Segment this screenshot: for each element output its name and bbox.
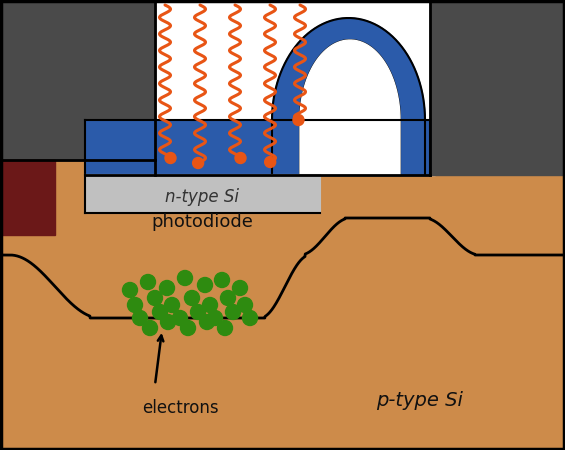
Circle shape: [185, 291, 199, 306]
Polygon shape: [272, 18, 425, 120]
Circle shape: [180, 320, 195, 336]
Circle shape: [218, 320, 233, 336]
Circle shape: [164, 297, 180, 312]
Circle shape: [141, 274, 155, 289]
Circle shape: [153, 305, 167, 320]
Circle shape: [190, 305, 206, 320]
Circle shape: [264, 157, 276, 167]
Bar: [85, 175, 320, 213]
Circle shape: [142, 320, 158, 336]
Circle shape: [225, 305, 241, 320]
Circle shape: [237, 297, 253, 312]
Circle shape: [147, 291, 163, 306]
Circle shape: [160, 315, 176, 329]
Circle shape: [202, 297, 218, 312]
Circle shape: [159, 280, 175, 296]
Text: p-type Si: p-type Si: [376, 391, 463, 410]
Circle shape: [128, 297, 142, 312]
Circle shape: [220, 291, 236, 306]
Circle shape: [193, 158, 203, 168]
Text: n-type Si: n-type Si: [165, 188, 239, 206]
Circle shape: [235, 153, 246, 163]
Text: photodiode: photodiode: [151, 213, 253, 231]
Text: electrons: electrons: [142, 399, 218, 417]
Circle shape: [172, 310, 188, 325]
Bar: [85, 120, 430, 175]
Polygon shape: [300, 40, 400, 175]
Circle shape: [123, 283, 137, 297]
Bar: [0, 0, 155, 160]
Bar: [430, 0, 565, 175]
Circle shape: [293, 114, 304, 126]
Circle shape: [177, 270, 193, 285]
Circle shape: [165, 153, 176, 163]
Circle shape: [242, 310, 258, 325]
Bar: [0, 160, 55, 235]
Circle shape: [207, 310, 223, 325]
Circle shape: [215, 273, 229, 288]
Circle shape: [133, 310, 147, 325]
Circle shape: [199, 315, 215, 329]
Circle shape: [233, 280, 247, 296]
Bar: [85, 0, 435, 175]
Circle shape: [198, 278, 212, 292]
